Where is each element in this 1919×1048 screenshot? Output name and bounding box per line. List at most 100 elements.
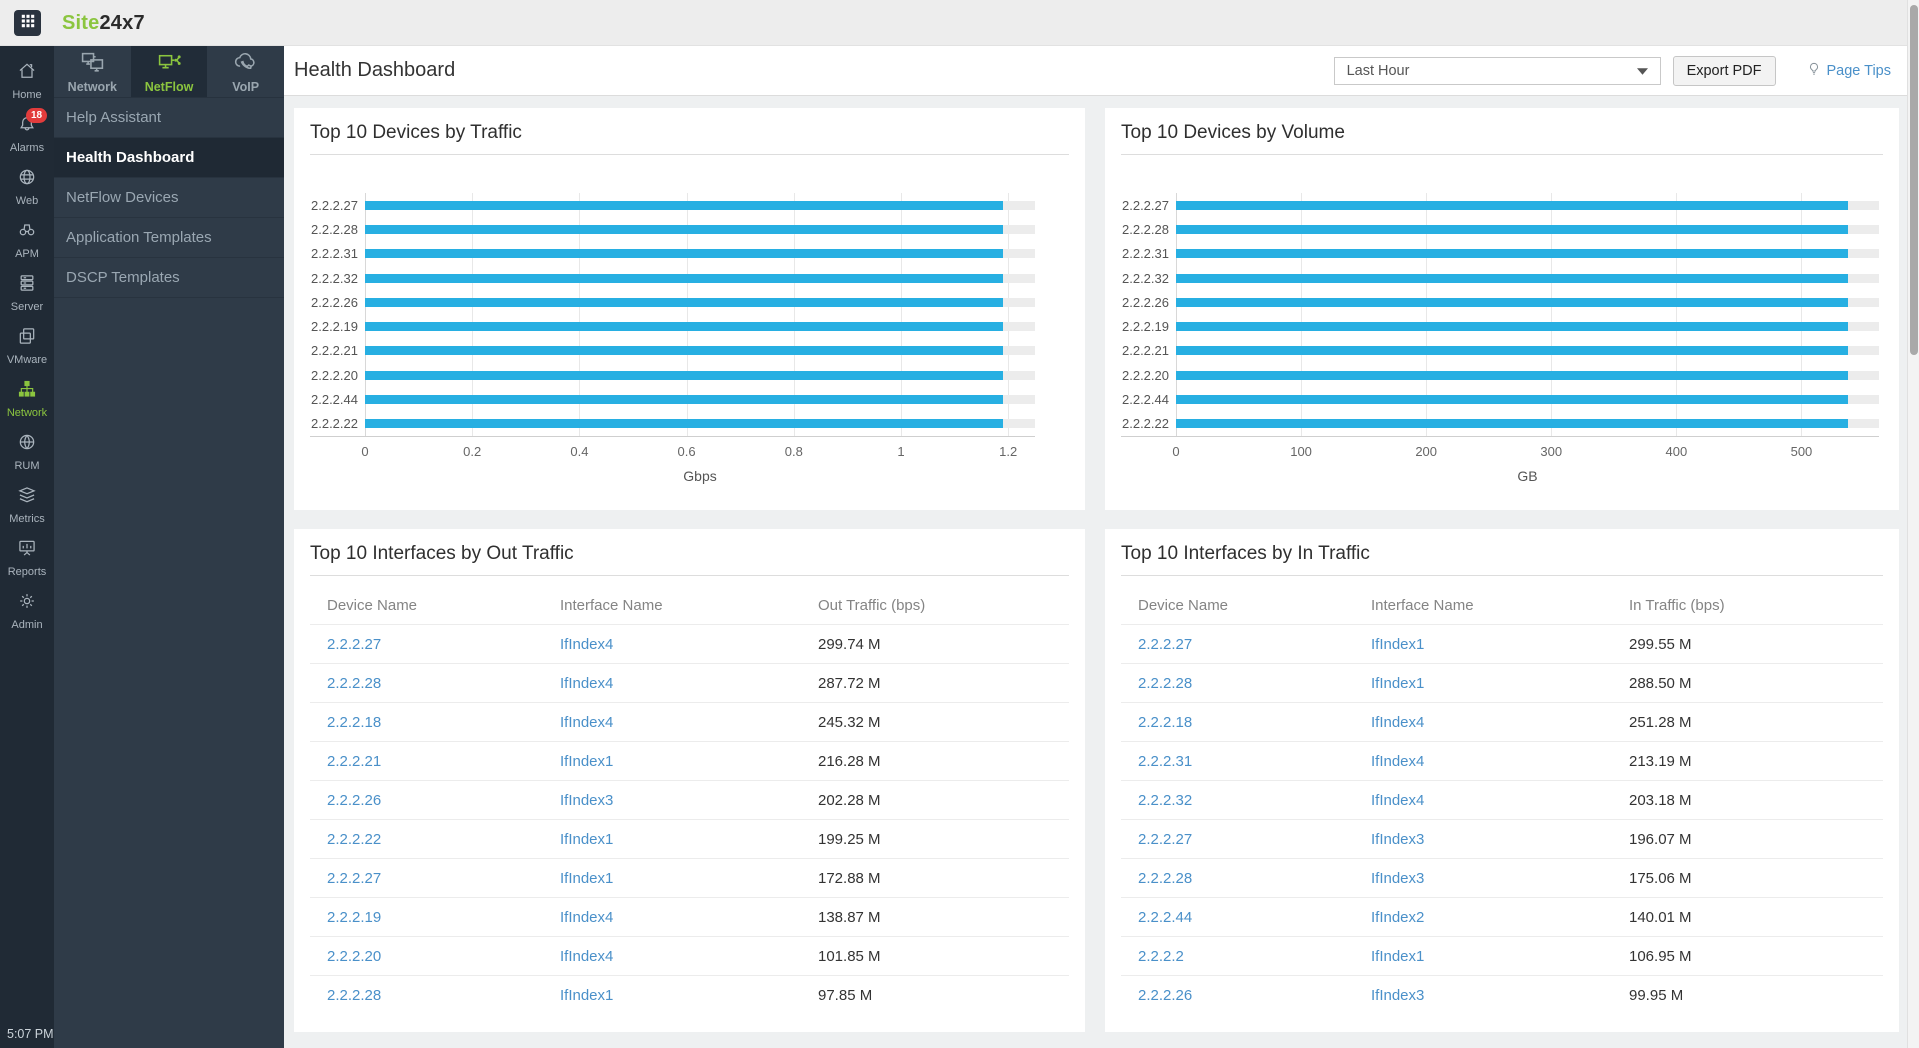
bar: [1176, 346, 1848, 355]
axis-tick-label: 0.6: [678, 444, 696, 459]
interface-link[interactable]: IfIndex3: [560, 792, 818, 809]
monitors-icon: [80, 50, 105, 78]
category-label: 2.2.2.21: [310, 343, 358, 358]
metrics-layers-icon: [17, 485, 37, 510]
interface-link[interactable]: IfIndex3: [1371, 987, 1629, 1004]
bar-track: [365, 371, 1035, 380]
interface-link[interactable]: IfIndex2: [1371, 909, 1629, 926]
scrollbar[interactable]: [1907, 0, 1919, 1048]
menu-item-health-dashboard[interactable]: Health Dashboard: [54, 138, 284, 178]
device-link[interactable]: 2.2.2.19: [327, 909, 560, 926]
sidebar-item-apm[interactable]: APM: [0, 213, 54, 266]
tab-network[interactable]: Network: [54, 46, 131, 97]
sidebar-item-home[interactable]: Home: [0, 54, 54, 107]
interface-link[interactable]: IfIndex4: [1371, 792, 1629, 809]
scrollbar-thumb[interactable]: [1910, 5, 1918, 355]
axis-tick-label: 300: [1540, 444, 1562, 459]
sidebar-item-web[interactable]: Web: [0, 160, 54, 213]
device-link[interactable]: 2.2.2.22: [327, 831, 560, 848]
interface-link[interactable]: IfIndex1: [560, 753, 818, 770]
menu-item-dscp-templates[interactable]: DSCP Templates: [54, 258, 284, 298]
chart-plot-area: 2.2.2.272.2.2.282.2.2.312.2.2.322.2.2.26…: [310, 193, 1035, 437]
interface-link[interactable]: IfIndex1: [1371, 675, 1629, 692]
device-link[interactable]: 2.2.2.28: [1138, 870, 1371, 887]
interface-link[interactable]: IfIndex4: [560, 714, 818, 731]
column-header: Device Name: [1138, 597, 1371, 614]
interface-link[interactable]: IfIndex4: [560, 909, 818, 926]
interface-link[interactable]: IfIndex4: [560, 948, 818, 965]
main-header: Health Dashboard Last Hour Export PDF Pa…: [284, 46, 1907, 96]
table-row: 2.2.2.20IfIndex4101.85 M: [310, 936, 1069, 975]
sidebar-item-network[interactable]: Network: [0, 372, 54, 425]
chart-row: 2.2.2.27: [1121, 193, 1879, 217]
menu-item-help-assistant[interactable]: Help Assistant: [54, 98, 284, 138]
page-tips-link[interactable]: Page Tips: [1806, 61, 1892, 81]
sidebar-item-admin[interactable]: Admin: [0, 584, 54, 637]
table-row: 2.2.2.26IfIndex3202.28 M: [310, 780, 1069, 819]
device-link[interactable]: 2.2.2.27: [327, 870, 560, 887]
device-link[interactable]: 2.2.2.26: [327, 792, 560, 809]
page-title: Health Dashboard: [294, 59, 455, 82]
time-range-select[interactable]: Last Hour: [1334, 57, 1661, 85]
device-link[interactable]: 2.2.2.28: [1138, 675, 1371, 692]
sidebar-item-rum[interactable]: RUM: [0, 425, 54, 478]
bar-track: [365, 346, 1035, 355]
interface-link[interactable]: IfIndex3: [1371, 870, 1629, 887]
bar: [365, 249, 1003, 258]
menu-item-application-templates[interactable]: Application Templates: [54, 218, 284, 258]
device-link[interactable]: 2.2.2.26: [1138, 987, 1371, 1004]
interface-link[interactable]: IfIndex4: [560, 636, 818, 653]
interface-link[interactable]: IfIndex4: [1371, 714, 1629, 731]
device-link[interactable]: 2.2.2.27: [1138, 636, 1371, 653]
device-link[interactable]: 2.2.2.20: [327, 948, 560, 965]
tab-voip[interactable]: VoIP: [207, 46, 284, 97]
menu-item-netflow-devices[interactable]: NetFlow Devices: [54, 178, 284, 218]
icon-rail-list: Home18AlarmsWebAPM Server VMwareNetworkRUM…: [0, 46, 54, 637]
interface-link[interactable]: IfIndex1: [560, 870, 818, 887]
sidebar-item-metrics[interactable]: Metrics: [0, 478, 54, 531]
bar-track: [1176, 201, 1879, 210]
chart-row: 2.2.2.32: [310, 266, 1035, 290]
bar: [1176, 298, 1848, 307]
secondary-sidebar: NetworkNetFlowVoIP Help AssistantHealth …: [54, 46, 284, 1048]
axis-tick-label: 0.2: [463, 444, 481, 459]
sidebar-item-alarms[interactable]: 18Alarms: [0, 107, 54, 160]
interface-link[interactable]: IfIndex1: [1371, 948, 1629, 965]
table-row: 2.2.2.18IfIndex4251.28 M: [1121, 702, 1883, 741]
device-link[interactable]: 2.2.2.18: [1138, 714, 1371, 731]
table-row: 2.2.2.28IfIndex4287.72 M: [310, 663, 1069, 702]
category-label: 2.2.2.32: [1121, 271, 1169, 286]
device-link[interactable]: 2.2.2.44: [1138, 909, 1371, 926]
sidebar-item-reports[interactable]: Reports: [0, 531, 54, 584]
device-link[interactable]: 2.2.2.28: [327, 675, 560, 692]
panel-top-interfaces-out-traffic: Top 10 Interfaces by Out Traffic Device …: [294, 529, 1085, 1032]
interface-link[interactable]: IfIndex3: [1371, 831, 1629, 848]
device-link[interactable]: 2.2.2.27: [1138, 831, 1371, 848]
device-link[interactable]: 2.2.2.18: [327, 714, 560, 731]
vmware-layers-icon: [17, 326, 37, 351]
interface-link[interactable]: IfIndex1: [560, 831, 818, 848]
traffic-value: 99.95 M: [1629, 987, 1883, 1004]
category-label: 2.2.2.21: [1121, 343, 1169, 358]
device-link[interactable]: 2.2.2.2: [1138, 948, 1371, 965]
interface-link[interactable]: IfIndex1: [1371, 636, 1629, 653]
export-pdf-button[interactable]: Export PDF: [1673, 56, 1776, 86]
device-link[interactable]: 2.2.2.21: [327, 753, 560, 770]
sidebar-item-server[interactable]: Server: [0, 266, 54, 319]
bulb-icon: [1806, 61, 1822, 81]
device-link[interactable]: 2.2.2.27: [327, 636, 560, 653]
chart-row: 2.2.2.19: [310, 314, 1035, 338]
device-link[interactable]: 2.2.2.32: [1138, 792, 1371, 809]
device-link[interactable]: 2.2.2.28: [327, 987, 560, 1004]
sidebar-item-label: Server: [11, 301, 43, 313]
tab-netflow[interactable]: NetFlow: [131, 46, 208, 97]
interface-link[interactable]: IfIndex4: [560, 675, 818, 692]
sidebar-item-vmware[interactable]: VMware: [0, 319, 54, 372]
interface-link[interactable]: IfIndex4: [1371, 753, 1629, 770]
traffic-value: 288.50 M: [1629, 675, 1883, 692]
app-grid-button[interactable]: [14, 10, 41, 36]
interface-link[interactable]: IfIndex1: [560, 987, 818, 1004]
table-row: 2.2.2.2IfIndex1106.95 M: [1121, 936, 1883, 975]
device-link[interactable]: 2.2.2.31: [1138, 753, 1371, 770]
table-row: 2.2.2.44IfIndex2140.01 M: [1121, 897, 1883, 936]
